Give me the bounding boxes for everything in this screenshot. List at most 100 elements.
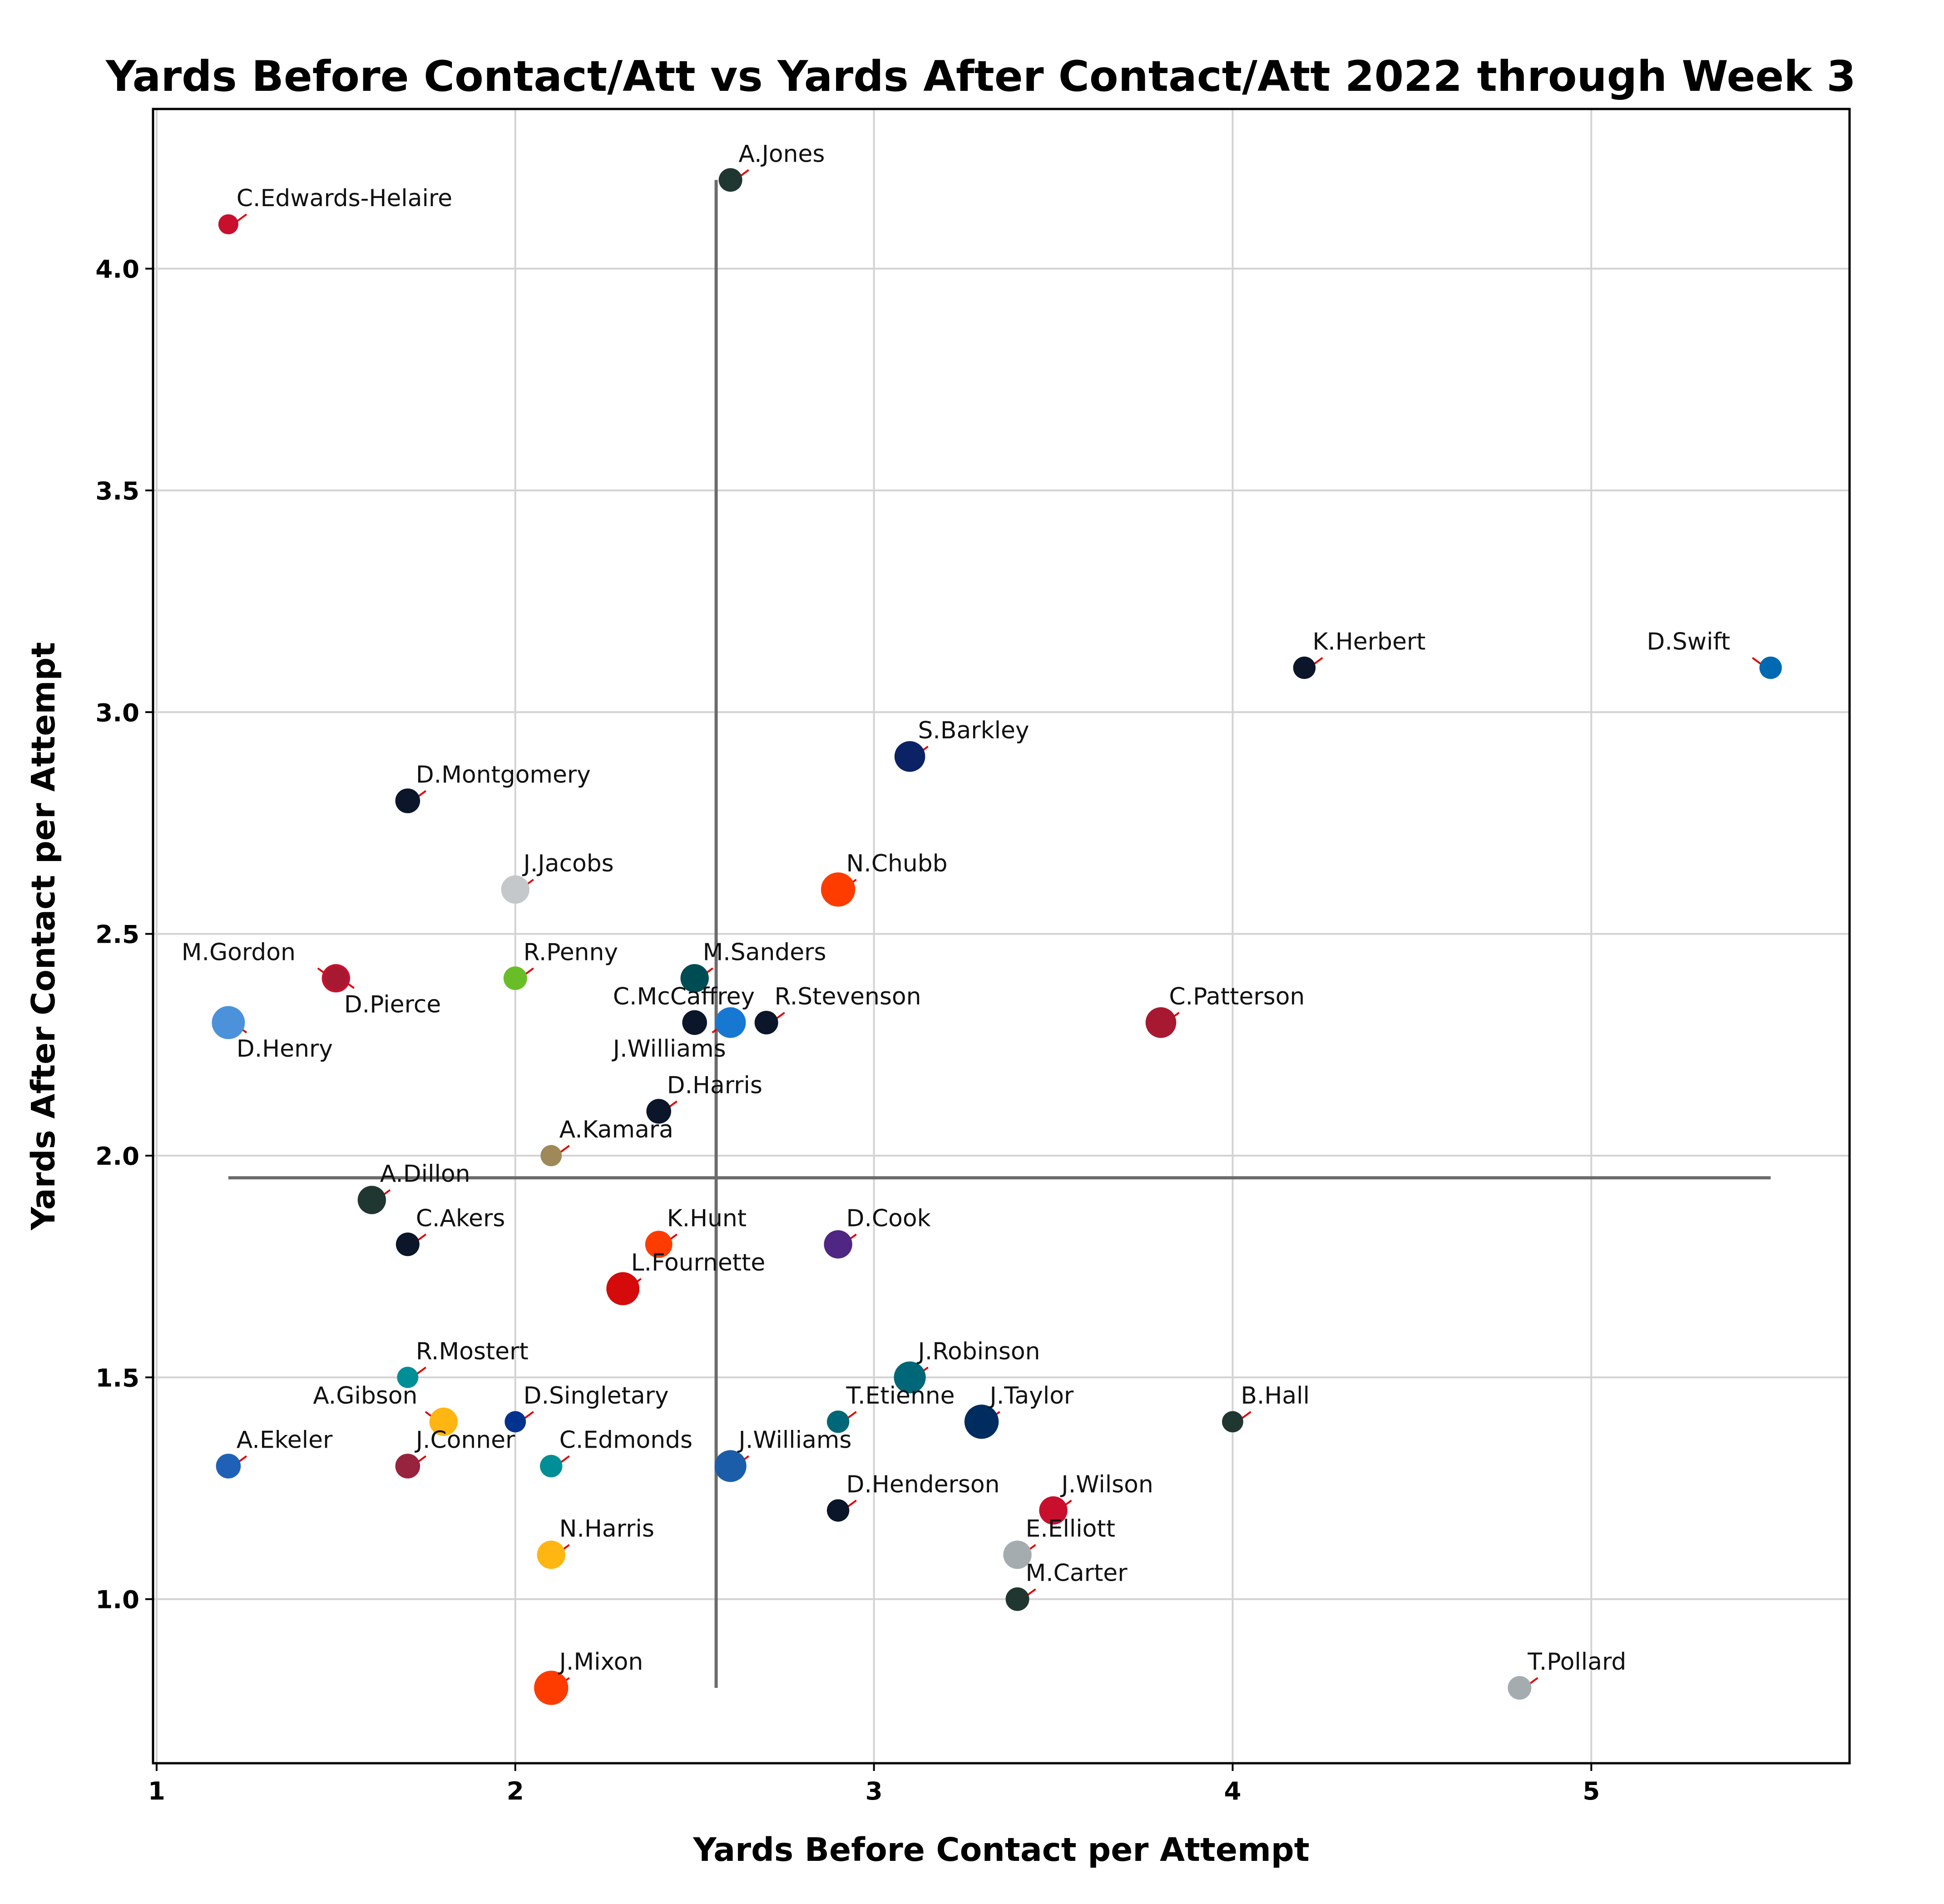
data-point	[540, 1454, 563, 1478]
point-label: J.Williams	[737, 1427, 852, 1454]
data-point	[395, 788, 420, 813]
point-labels: A.Jones C.Edwards-Helaire K.Herbert D.Swift…	[182, 140, 1730, 1676]
data-point	[606, 1272, 640, 1306]
data-point	[894, 741, 925, 772]
data-point	[1293, 656, 1316, 679]
data-point	[894, 1361, 926, 1394]
data-point	[715, 1007, 746, 1038]
point-label: A.Ekeler	[237, 1427, 333, 1454]
point-label: D.Cook	[846, 1205, 931, 1232]
data-point	[501, 875, 529, 904]
point-label: N.Chubb	[846, 850, 948, 877]
point-label: J.Jacobs	[522, 850, 614, 877]
point-label: J.Robinson	[916, 1338, 1040, 1365]
data-point	[324, 966, 348, 990]
point-label: D.Pierce	[344, 991, 441, 1018]
data-point	[429, 1407, 458, 1436]
data-point	[396, 1232, 420, 1256]
data-point	[826, 1410, 850, 1433]
data-point	[537, 1540, 565, 1569]
data-point	[534, 1671, 569, 1705]
data-point	[682, 1010, 707, 1035]
data-point	[646, 1098, 671, 1124]
point-label: D.Henderson	[846, 1471, 1000, 1498]
point-label: E.Elliott	[1025, 1515, 1115, 1543]
point-label: D.Henry	[237, 1035, 333, 1063]
data-point	[218, 214, 238, 235]
x-tick-label: 2	[507, 1776, 524, 1805]
point-label: J.Taylor	[988, 1382, 1073, 1409]
point-label: D.Montgomery	[416, 762, 591, 789]
data-point	[505, 1411, 526, 1433]
chart-title: Yards Before Contact/Att vs Yards After …	[105, 52, 1856, 101]
point-label: J.Conner	[415, 1427, 515, 1454]
axes-frame	[152, 108, 1851, 1765]
data-point	[821, 872, 856, 907]
point-label: D.Harris	[667, 1072, 762, 1099]
point-label: L.Fournette	[631, 1249, 766, 1276]
point-label: A.Gibson	[313, 1382, 417, 1409]
data-point	[964, 1405, 999, 1439]
reference-lines	[228, 180, 1771, 1688]
y-tick-label: 3.0	[95, 698, 139, 727]
data-point	[503, 966, 527, 990]
y-axis-label: Yards After Contact per Attempt	[25, 642, 62, 1231]
x-tick-label: 1	[148, 1776, 165, 1805]
point-label: K.Hunt	[667, 1205, 747, 1232]
point-label: T.Pollard	[1527, 1648, 1626, 1676]
point-label: R.Penny	[524, 939, 618, 966]
y-tick-label: 3.5	[95, 476, 139, 505]
point-label: J.Williams	[612, 1035, 726, 1063]
point-label: A.Kamara	[559, 1116, 673, 1143]
data-point	[397, 1366, 419, 1388]
x-axis-label: Yards Before Contact per Attempt	[693, 1831, 1309, 1869]
point-label: M.Sanders	[703, 939, 826, 966]
data-point	[718, 168, 742, 192]
data-point	[1145, 1007, 1177, 1038]
point-label: J.Mixon	[558, 1648, 643, 1676]
y-tick-label: 1.5	[95, 1363, 139, 1392]
data-point	[1759, 656, 1782, 679]
data-point	[680, 964, 709, 993]
point-label: C.Edmonds	[559, 1427, 693, 1454]
data-point	[395, 1454, 420, 1479]
point-label: R.Stevenson	[775, 983, 921, 1010]
point-label: A.Dillon	[380, 1161, 470, 1188]
data-points	[212, 168, 1782, 1705]
point-label: A.Jones	[739, 140, 825, 168]
y-tick-label: 4.0	[95, 255, 139, 284]
point-label: D.Swift	[1647, 628, 1730, 656]
grid	[153, 109, 1850, 1763]
axis-ticks: 1 2 3 4 5 1.0 1.5 2.0 2.5 3.0 3.5 4.0	[95, 255, 1600, 1805]
x-tick-label: 3	[866, 1776, 883, 1805]
point-label: B.Hall	[1241, 1382, 1310, 1409]
x-tick-label: 4	[1224, 1776, 1241, 1805]
data-point	[540, 1145, 562, 1167]
y-tick-label: 2.0	[95, 1142, 139, 1171]
data-point	[1005, 1587, 1029, 1611]
data-point	[1222, 1411, 1243, 1433]
point-label: M.Gordon	[182, 939, 296, 966]
point-label: C.McCaffrey	[613, 983, 755, 1010]
point-label: N.Harris	[559, 1515, 654, 1543]
data-point	[824, 1230, 852, 1259]
data-point	[357, 1186, 386, 1214]
point-label: D.Singletary	[524, 1382, 669, 1409]
x-tick-label: 5	[1583, 1776, 1600, 1805]
point-label: J.Wilson	[1060, 1471, 1153, 1498]
point-label: T.Etienne	[846, 1382, 955, 1409]
point-label: C.Edwards-Helaire	[237, 185, 452, 212]
data-point	[754, 1010, 778, 1034]
point-label: C.Patterson	[1169, 983, 1305, 1010]
data-point	[1039, 1496, 1068, 1525]
y-tick-label: 2.5	[95, 920, 139, 949]
y-tick-label: 1.0	[95, 1585, 139, 1614]
point-label: M.Carter	[1025, 1560, 1128, 1587]
point-label: R.Mostert	[416, 1338, 529, 1365]
data-point	[1508, 1676, 1532, 1700]
data-point	[714, 1450, 747, 1482]
data-point	[1003, 1540, 1032, 1569]
data-point	[826, 1499, 850, 1522]
